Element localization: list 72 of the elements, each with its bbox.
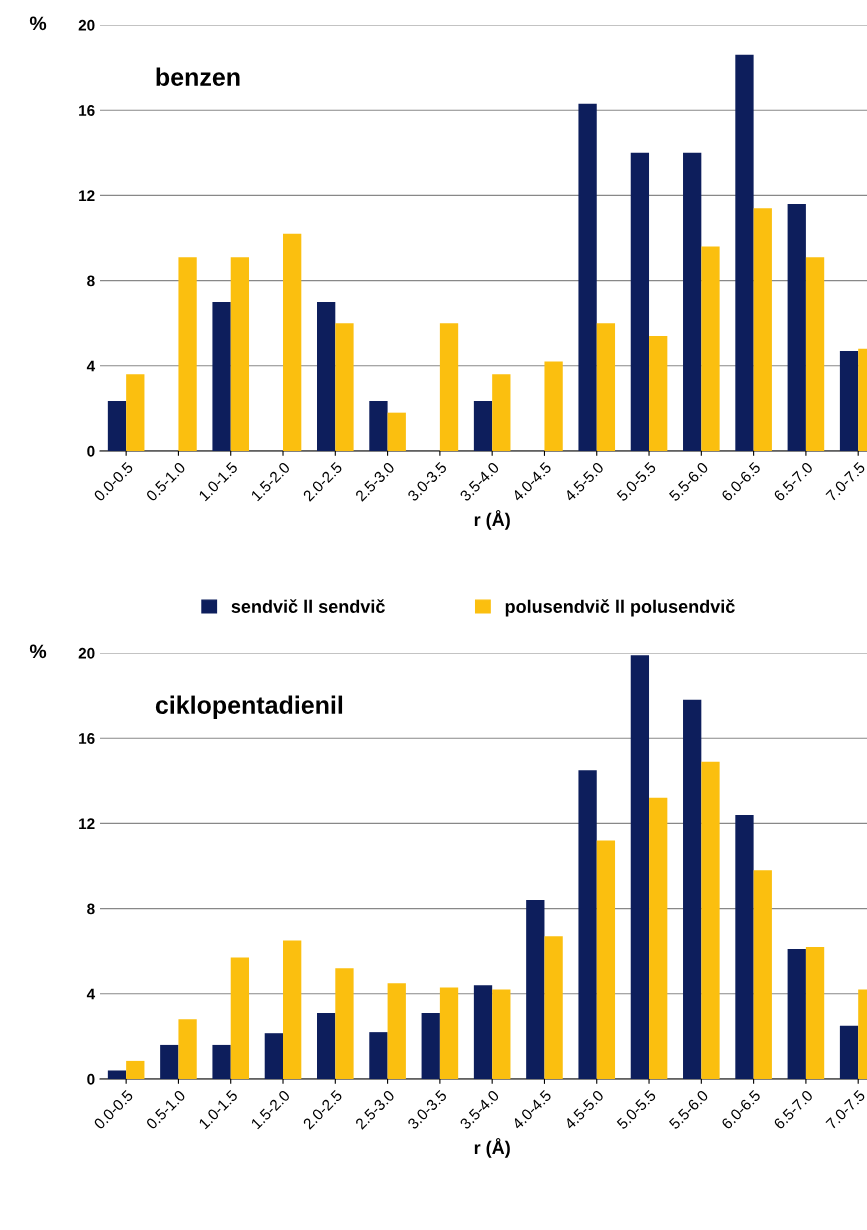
y-tick-label: 12	[79, 190, 95, 201]
bar	[317, 301, 336, 451]
bar	[805, 946, 825, 1079]
bar	[649, 797, 668, 1079]
bar	[335, 968, 354, 1079]
bar	[439, 987, 459, 1079]
bar	[230, 257, 250, 451]
bar	[230, 957, 250, 1079]
y-tick-label: 0	[87, 1073, 95, 1085]
y-tick-label: 0	[87, 445, 95, 457]
bar	[787, 949, 806, 1079]
bar	[630, 655, 650, 1079]
bar	[178, 257, 197, 451]
y-tick-label: 20	[78, 19, 95, 31]
bar	[735, 54, 754, 451]
bar	[212, 1044, 231, 1079]
bar	[596, 840, 616, 1079]
text: ciklopentadienil	[155, 695, 343, 719]
bar	[492, 374, 511, 451]
bar	[369, 1032, 388, 1079]
bar	[178, 1019, 197, 1079]
x-axis-title: r (Å)	[474, 509, 510, 530]
bar	[283, 233, 302, 451]
bar	[683, 152, 702, 451]
bar	[212, 301, 231, 451]
bar	[683, 699, 702, 1079]
bar	[387, 412, 406, 451]
bar	[369, 400, 388, 451]
bar	[126, 1060, 145, 1079]
bar	[578, 103, 597, 451]
bar	[107, 400, 127, 451]
y-tick-label: 8	[87, 275, 95, 287]
y-tick-label: 16	[79, 105, 95, 116]
bar	[544, 936, 563, 1079]
bar	[805, 257, 825, 451]
bar	[630, 152, 650, 451]
y-tick-label: 8	[87, 903, 95, 915]
bar	[473, 985, 493, 1079]
bar	[421, 1012, 440, 1079]
y-tick-label: 16	[79, 733, 95, 744]
bar	[126, 374, 145, 451]
bar	[701, 761, 720, 1079]
bar	[473, 400, 493, 451]
y-tick-label: 12	[79, 818, 95, 829]
legend-label: sendvič ll sendvič	[231, 599, 385, 613]
legend-label: polusendvič ll polusendvič	[505, 599, 735, 617]
bar	[701, 246, 720, 451]
bar	[753, 208, 772, 451]
bar	[335, 323, 354, 451]
bar	[649, 335, 668, 451]
bar	[578, 770, 597, 1079]
y-axis-title: %	[29, 16, 47, 31]
bar	[492, 989, 511, 1079]
x-axis-title: r (Å)	[474, 1137, 510, 1158]
bar	[387, 983, 406, 1079]
text: benzen	[156, 67, 240, 86]
y-axis-title: %	[29, 644, 47, 659]
bar	[317, 1012, 336, 1079]
bar	[107, 1070, 127, 1079]
bar	[735, 814, 754, 1079]
bar	[439, 323, 459, 451]
bar	[753, 870, 772, 1079]
y-tick-label: 20	[78, 647, 95, 659]
y-tick-label: 4	[86, 988, 96, 1000]
bar	[160, 1044, 179, 1079]
bar	[544, 361, 563, 451]
bar	[526, 900, 545, 1079]
bar	[787, 203, 806, 451]
bar	[596, 323, 616, 451]
bar	[264, 1033, 284, 1079]
y-tick-label: 4	[86, 360, 96, 372]
bar	[283, 940, 302, 1079]
